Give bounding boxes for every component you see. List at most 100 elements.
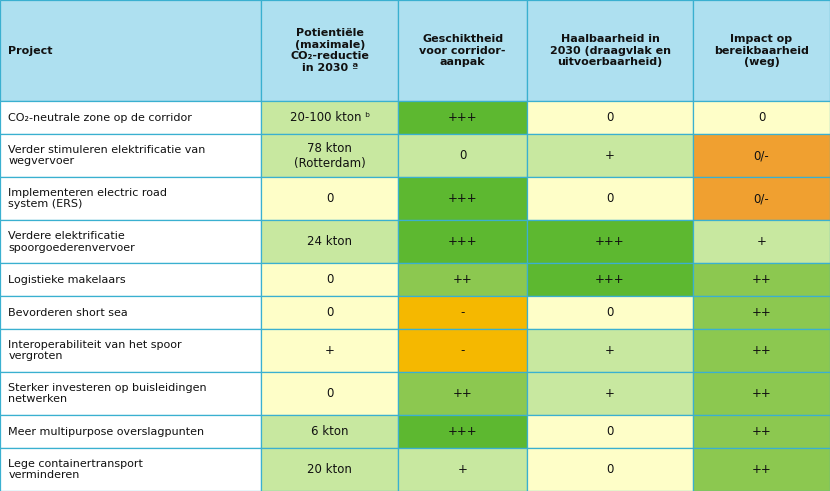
Bar (0, 177, 261, 220)
Bar (693, 177, 830, 220)
Bar (398, 0, 527, 101)
Text: 0: 0 (758, 111, 765, 124)
Text: 0: 0 (607, 192, 613, 205)
Text: Logistieke makelaars: Logistieke makelaars (8, 274, 126, 285)
Text: Project: Project (8, 46, 53, 55)
Text: +: + (325, 344, 334, 357)
Text: 78 kton
(Rotterdam): 78 kton (Rotterdam) (294, 141, 366, 170)
Bar (527, 448, 693, 491)
Bar (693, 134, 830, 177)
Text: ++: ++ (752, 463, 771, 476)
Text: Verdere elektrificatie
spoorgoederenvervoer: Verdere elektrificatie spoorgoederenverv… (8, 231, 135, 252)
Text: +: + (605, 387, 615, 400)
Bar (0, 101, 261, 134)
Bar (0, 220, 261, 263)
Text: Haalbaarheid in
2030 (draagvlak en
uitvoerbaarheid): Haalbaarheid in 2030 (draagvlak en uitvo… (549, 34, 671, 67)
Bar (693, 263, 830, 296)
Bar (398, 263, 527, 296)
Text: ++: ++ (752, 306, 771, 319)
Bar (527, 372, 693, 415)
Bar (261, 220, 398, 263)
Bar (0, 134, 261, 177)
Bar (261, 329, 398, 372)
Text: 0: 0 (326, 273, 334, 286)
Bar (527, 415, 693, 448)
Bar (527, 220, 693, 263)
Bar (261, 372, 398, 415)
Bar (398, 448, 527, 491)
Bar (398, 415, 527, 448)
Text: 20 kton: 20 kton (307, 463, 353, 476)
Text: -: - (461, 306, 465, 319)
Bar (693, 448, 830, 491)
Bar (527, 177, 693, 220)
Text: 0: 0 (326, 192, 334, 205)
Bar (0, 0, 261, 101)
Bar (527, 329, 693, 372)
Text: Lege containertransport
verminderen: Lege containertransport verminderen (8, 459, 143, 480)
Bar (398, 134, 527, 177)
Bar (398, 220, 527, 263)
Bar (0, 415, 261, 448)
Bar (0, 329, 261, 372)
Text: +++: +++ (448, 192, 477, 205)
Bar (261, 415, 398, 448)
Text: ++: ++ (752, 425, 771, 438)
Bar (261, 296, 398, 329)
Text: 6 kton: 6 kton (311, 425, 349, 438)
Bar (261, 101, 398, 134)
Text: ++: ++ (453, 273, 472, 286)
Text: Implementeren electric road
system (ERS): Implementeren electric road system (ERS) (8, 188, 168, 210)
Bar (261, 263, 398, 296)
Text: ++: ++ (752, 387, 771, 400)
Text: +++: +++ (595, 273, 625, 286)
Text: -: - (461, 344, 465, 357)
Bar (527, 0, 693, 101)
Bar (398, 329, 527, 372)
Text: Bevorderen short sea: Bevorderen short sea (8, 307, 128, 318)
Text: 0: 0 (607, 463, 613, 476)
Text: Geschiktheid
voor corridor-
aanpak: Geschiktheid voor corridor- aanpak (419, 34, 506, 67)
Text: +++: +++ (448, 425, 477, 438)
Text: CO₂-neutrale zone op de corridor: CO₂-neutrale zone op de corridor (8, 113, 193, 123)
Text: ++: ++ (752, 273, 771, 286)
Text: +: + (605, 149, 615, 162)
Text: Interoperabiliteit van het spoor
vergroten: Interoperabiliteit van het spoor vergrot… (8, 340, 182, 361)
Text: ++: ++ (752, 344, 771, 357)
Bar (0, 263, 261, 296)
Bar (693, 296, 830, 329)
Text: 0/-: 0/- (754, 149, 769, 162)
Bar (527, 263, 693, 296)
Text: Impact op
bereikbaarheid
(weg): Impact op bereikbaarheid (weg) (714, 34, 809, 67)
Bar (527, 101, 693, 134)
Text: Meer multipurpose overslagpunten: Meer multipurpose overslagpunten (8, 427, 204, 436)
Text: 0: 0 (607, 425, 613, 438)
Bar (693, 101, 830, 134)
Bar (261, 448, 398, 491)
Text: ++: ++ (453, 387, 472, 400)
Bar (261, 0, 398, 101)
Text: 24 kton: 24 kton (307, 235, 353, 248)
Bar (693, 372, 830, 415)
Bar (527, 134, 693, 177)
Bar (693, 0, 830, 101)
Bar (693, 415, 830, 448)
Text: 0: 0 (326, 306, 334, 319)
Bar (0, 372, 261, 415)
Text: Sterker investeren op buisleidingen
netwerken: Sterker investeren op buisleidingen netw… (8, 383, 207, 405)
Bar (0, 448, 261, 491)
Bar (693, 329, 830, 372)
Text: +: + (605, 344, 615, 357)
Bar (527, 296, 693, 329)
Text: +: + (458, 463, 467, 476)
Bar (398, 372, 527, 415)
Bar (261, 134, 398, 177)
Text: +: + (757, 235, 766, 248)
Text: 0: 0 (459, 149, 466, 162)
Text: +++: +++ (448, 235, 477, 248)
Bar (398, 101, 527, 134)
Bar (693, 220, 830, 263)
Bar (398, 177, 527, 220)
Text: 0: 0 (326, 387, 334, 400)
Bar (398, 296, 527, 329)
